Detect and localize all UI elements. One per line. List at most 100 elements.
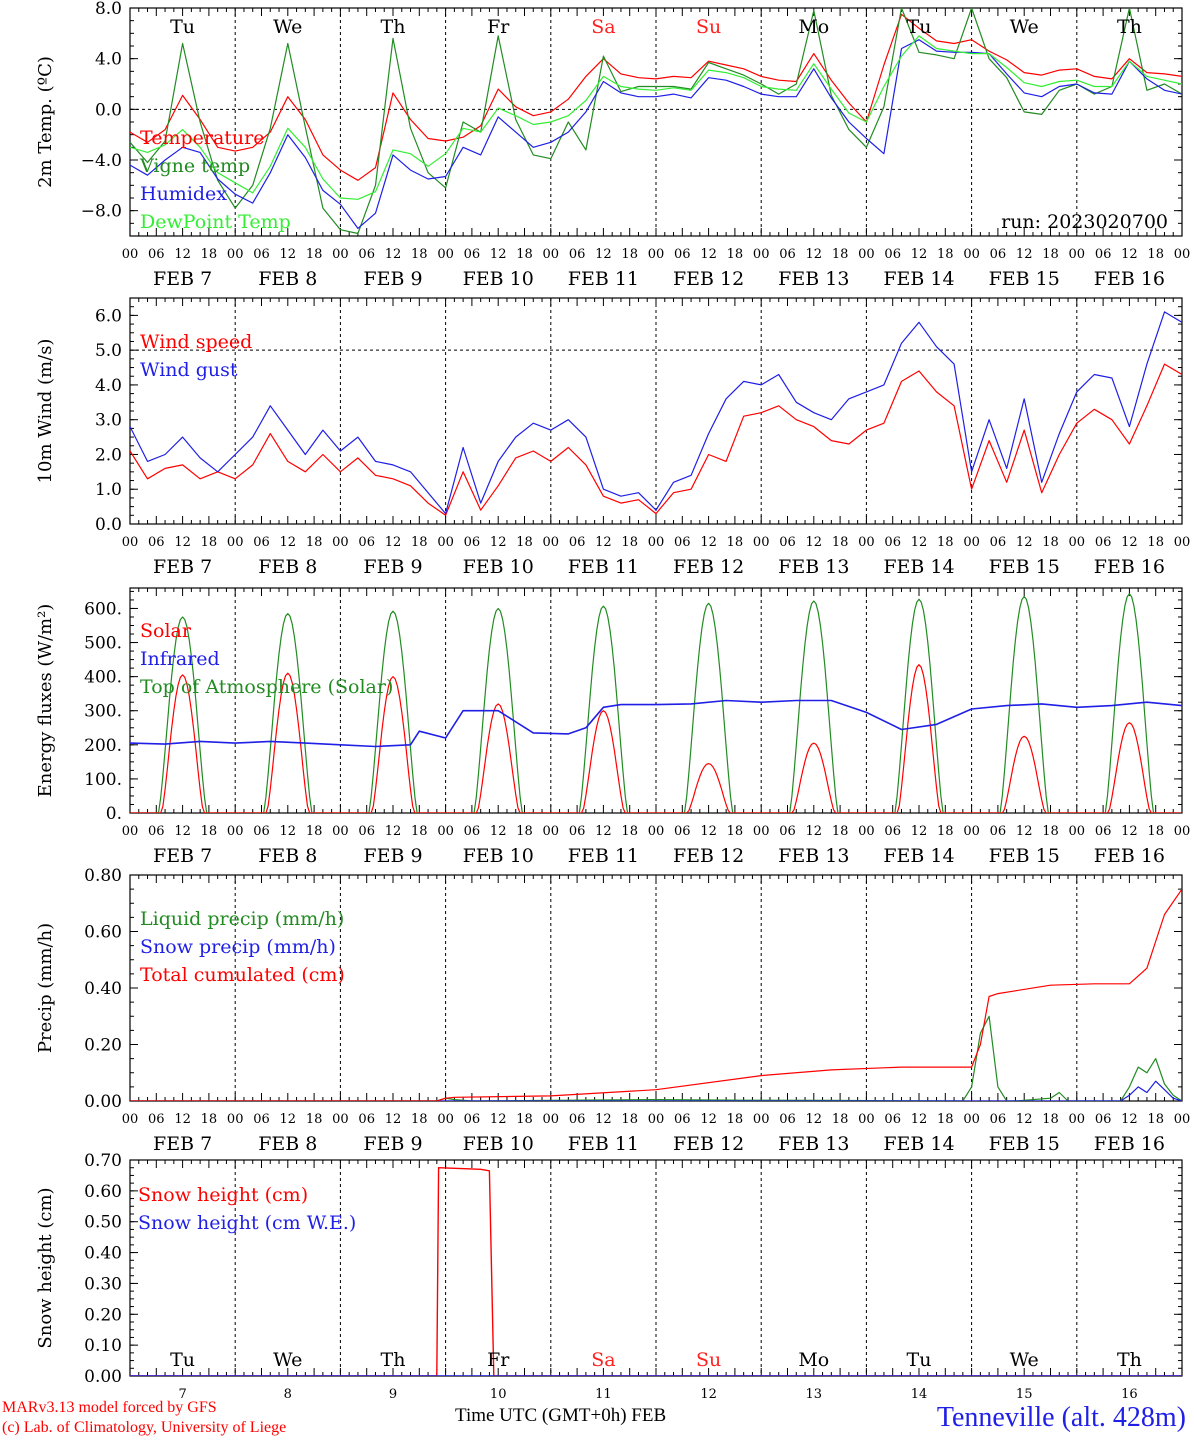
hour-tick-label: 12 [280, 535, 297, 550]
date-label: FEB 16 [1094, 1133, 1165, 1155]
hour-tick-label: 06 [569, 824, 586, 839]
hour-tick-label: 06 [1095, 535, 1112, 550]
legend-red: Solar [140, 620, 192, 642]
hour-tick-label: 00 [858, 535, 875, 550]
hour-tick-label: 12 [1016, 247, 1033, 262]
series-lightgreen-line [130, 35, 1182, 200]
legend-red: Snow height (cm) [138, 1184, 308, 1206]
day-number-label: 11 [595, 1387, 612, 1402]
footer-model-credit: MARv3.13 model forced by GFS [2, 1399, 217, 1416]
y-tick-label: 400. [84, 668, 122, 688]
hour-tick-label: 00 [437, 824, 454, 839]
hour-tick-label: 18 [201, 535, 218, 550]
date-label: FEB 9 [363, 1133, 422, 1155]
series-red-line [130, 363, 1182, 516]
date-label: FEB 15 [989, 845, 1060, 867]
y-tick-label: 3.0 [95, 411, 122, 431]
hour-tick-label: 06 [253, 247, 270, 262]
hour-tick-label: 00 [227, 247, 244, 262]
hour-tick-label: 00 [1174, 1112, 1191, 1127]
hour-tick-label: 06 [990, 535, 1007, 550]
date-label: FEB 12 [673, 845, 744, 867]
y-tick-label: 0. [106, 804, 122, 824]
hour-tick-label: 00 [963, 247, 980, 262]
plot-area [130, 8, 1182, 235]
date-label: FEB 11 [568, 1133, 639, 1155]
y-tick-label: 2.0 [95, 445, 122, 465]
hour-tick-label: 00 [437, 1112, 454, 1127]
y-tick-label: 0.50 [84, 1213, 122, 1233]
hour-tick-label: 00 [1069, 824, 1086, 839]
hour-tick-label: 12 [700, 1112, 717, 1127]
hour-tick-labels: 00 06 12 18 00 06 12 18 00 06 12 18 00 06 12 18 00 06 12 18… [122, 535, 1191, 550]
weekday-label: Sa [591, 16, 615, 38]
hour-tick-label: 00 [858, 1112, 875, 1127]
hour-tick-label: 12 [1016, 824, 1033, 839]
weekday-label: Th [1117, 16, 1142, 38]
y-tick-label: 5.0 [95, 341, 122, 361]
y-tick-label: 0.00 [84, 1092, 122, 1112]
series-blue-line [130, 39, 1182, 229]
hour-tick-label: 06 [674, 247, 691, 262]
hour-tick-label: 00 [1174, 824, 1191, 839]
day-number-label: 12 [700, 1387, 717, 1402]
date-label: FEB 15 [989, 268, 1060, 290]
hour-tick-label: 00 [753, 535, 770, 550]
hour-tick-label: 00 [122, 247, 139, 262]
hour-tick-label: 18 [832, 824, 849, 839]
hour-tick-label: 06 [779, 535, 796, 550]
hour-tick-label: 12 [1016, 1112, 1033, 1127]
hour-tick-label: 18 [201, 247, 218, 262]
hour-tick-label: 18 [832, 247, 849, 262]
panel-wind: 0.0 1.0 2.0 3.0 4.0 5.0 6.0 10m Wind (m/s) 00 06 1… [35, 297, 1191, 578]
y-tick-label: 0.60 [84, 923, 122, 943]
hour-tick-label: 18 [1147, 247, 1164, 262]
hour-tick-label: 00 [227, 1112, 244, 1127]
hour-tick-label: 12 [174, 535, 191, 550]
plot-area [130, 888, 1182, 1101]
hour-tick-label: 12 [385, 1112, 402, 1127]
hour-tick-label: 18 [411, 824, 428, 839]
hour-tick-label: 06 [464, 247, 481, 262]
hour-tick-label: 18 [516, 247, 533, 262]
weekday-label: Th [1117, 1349, 1142, 1371]
hour-tick-label: 06 [884, 247, 901, 262]
legend-green: Top of Atmosphere (Solar) [140, 676, 393, 698]
weekday-label: Mo [798, 16, 829, 38]
date-label: FEB 12 [673, 556, 744, 578]
hour-tick-label: 12 [911, 1112, 928, 1127]
date-label: FEB 9 [363, 268, 422, 290]
hour-tick-label: 06 [884, 824, 901, 839]
y-tick-label: 0.20 [84, 1036, 122, 1056]
hour-tick-label: 18 [937, 1112, 954, 1127]
hour-tick-label: 18 [621, 824, 638, 839]
hour-tick-label: 00 [858, 247, 875, 262]
y-tick-label: −8.0 [81, 202, 122, 222]
hour-tick-label: 12 [1121, 247, 1138, 262]
hour-tick-label: 06 [148, 535, 165, 550]
legend-red: Temperature [140, 127, 264, 149]
hour-tick-label: 06 [148, 1112, 165, 1127]
hour-tick-label: 00 [753, 1112, 770, 1127]
hour-tick-label: 06 [779, 247, 796, 262]
hour-tick-label: 12 [806, 824, 823, 839]
hour-tick-label: 06 [884, 1112, 901, 1127]
date-label: FEB 15 [989, 1133, 1060, 1155]
date-label: FEB 13 [778, 268, 849, 290]
series-blue-line [130, 311, 1182, 515]
hour-tick-label: 18 [937, 247, 954, 262]
hour-tick-labels: 00 06 12 18 00 06 12 18 00 06 12 18 00 06 12 18 00 06 12 18… [122, 247, 1191, 262]
panel-energy: 0. 100. 200. 300. 400. 500. 600. Energy fluxes … [35, 587, 1191, 867]
hour-tick-label: 00 [753, 824, 770, 839]
panel-frame [129, 587, 1183, 814]
date-label: FEB 14 [883, 268, 954, 290]
y-tick-label: 500. [84, 634, 122, 654]
hour-tick-label: 00 [648, 535, 665, 550]
series-toa-line [130, 593, 1182, 813]
hour-tick-label: 00 [227, 824, 244, 839]
hour-tick-label: 06 [990, 1112, 1007, 1127]
date-label: FEB 8 [258, 268, 317, 290]
hour-tick-label: 18 [1042, 824, 1059, 839]
date-label: FEB 8 [258, 1133, 317, 1155]
hour-tick-label: 12 [595, 535, 612, 550]
